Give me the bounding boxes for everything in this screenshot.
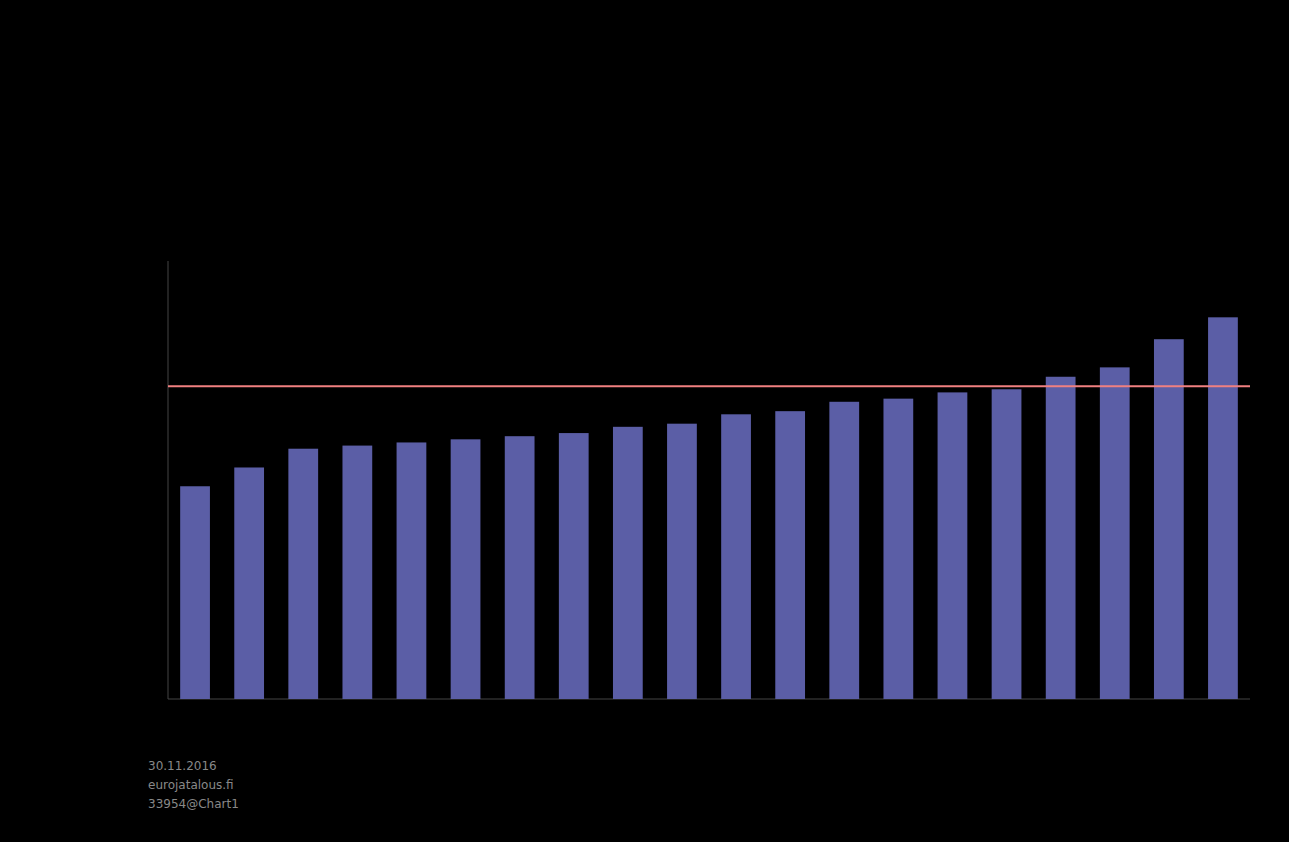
bar: [829, 402, 859, 699]
bar: [992, 389, 1022, 699]
bar: [1154, 339, 1184, 699]
bar: [1046, 377, 1076, 699]
page: {"chart_data": {"type": "bar", "categori…: [0, 0, 1289, 842]
bar: [938, 392, 968, 699]
bar: [667, 424, 697, 699]
bar: [775, 411, 805, 699]
bar: [559, 433, 589, 699]
bar: [234, 467, 264, 699]
reference-line: [168, 385, 1250, 387]
bar: [1208, 317, 1238, 699]
bar: [505, 436, 535, 699]
bar: [1100, 367, 1130, 699]
footer-line: 33954@Chart1: [148, 797, 239, 811]
footer-line: 30.11.2016: [148, 759, 217, 773]
bar: [883, 399, 913, 699]
footer-line: eurojatalous.fi: [148, 778, 234, 792]
bar: [288, 449, 318, 699]
bar: [721, 414, 751, 699]
bar: [451, 439, 481, 699]
background: [0, 0, 1289, 842]
plot-marks: [168, 317, 1250, 699]
y-axis-line: [168, 261, 169, 699]
bar: [397, 442, 427, 699]
bar: [180, 486, 210, 699]
chart-container: 30.11.2016 eurojatalous.fi 33954@Chart1: [0, 0, 1289, 842]
bar: [613, 427, 643, 699]
footer-text: 30.11.2016 eurojatalous.fi 33954@Chart1: [148, 759, 239, 811]
bar: [342, 446, 372, 699]
chart-svg: 30.11.2016 eurojatalous.fi 33954@Chart1: [0, 0, 1289, 842]
x-axis-line: [168, 699, 1250, 700]
